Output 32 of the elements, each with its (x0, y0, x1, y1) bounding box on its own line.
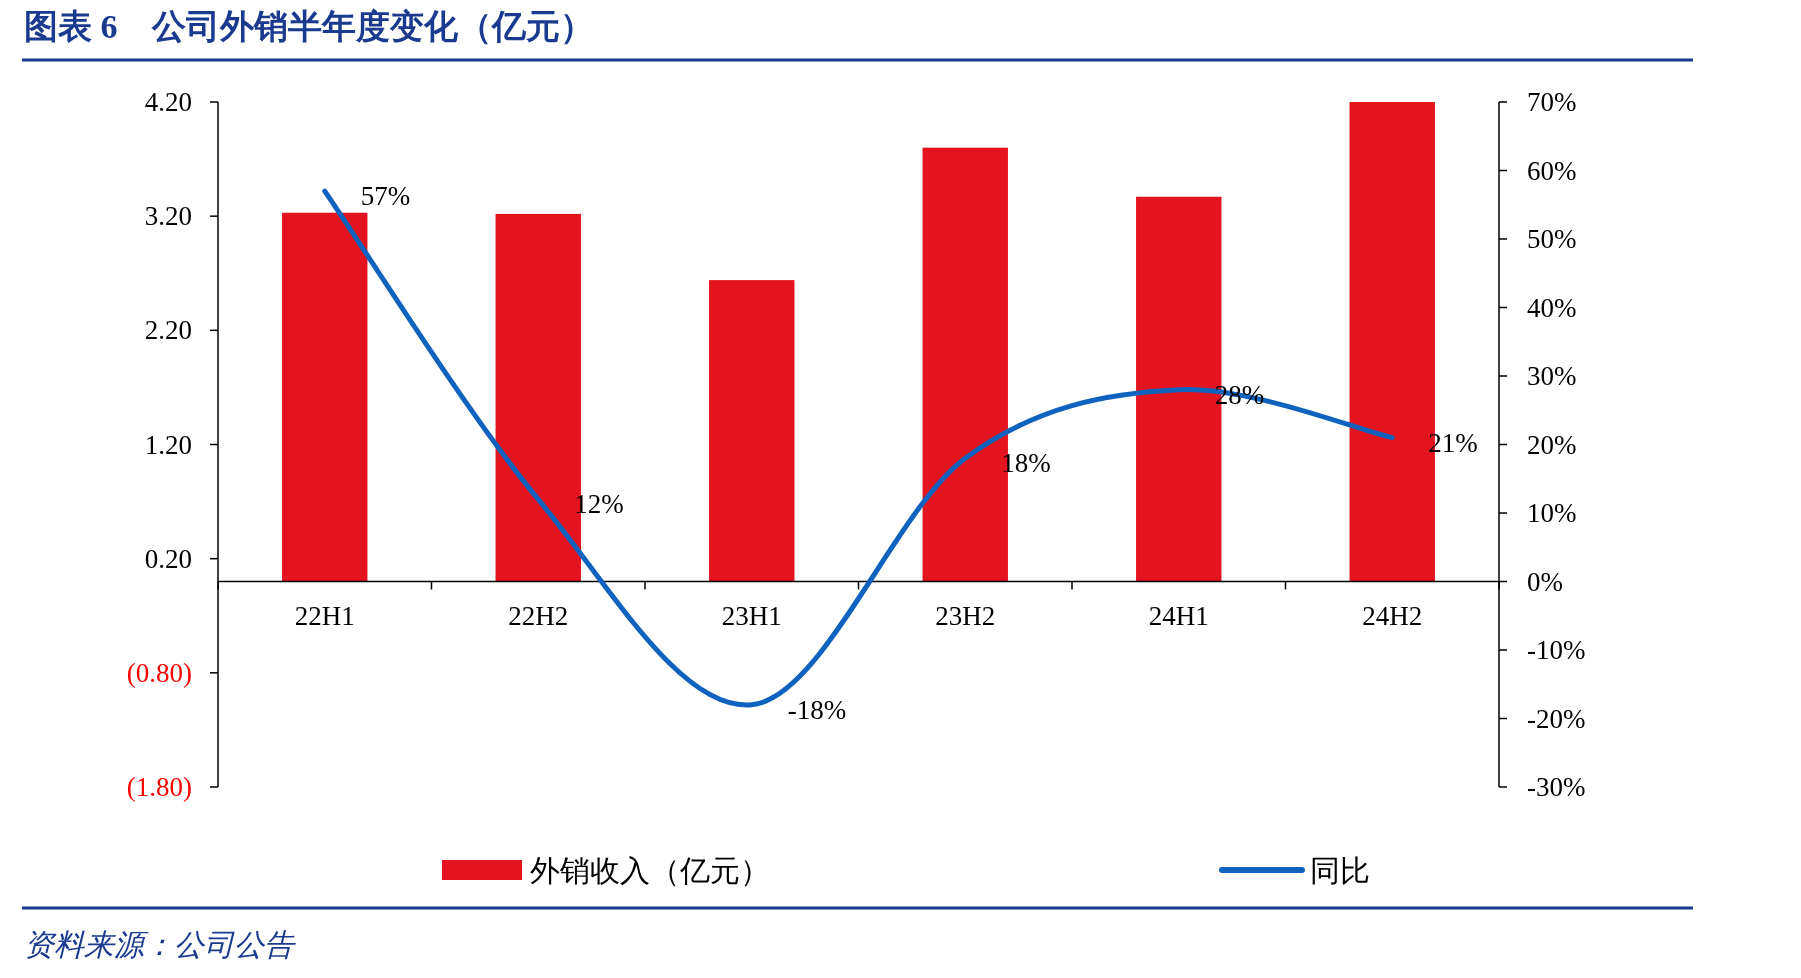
x-tick-label: 24H2 (1362, 600, 1423, 631)
y2-tick-label: 10% (1527, 498, 1577, 528)
legend-label: 同比 (1310, 854, 1370, 887)
y-tick-label: 1.20 (144, 429, 192, 460)
y-tick-label: (1.80) (126, 772, 192, 802)
bar (709, 280, 795, 582)
chart-title: 图表 6 公司外销半年度变化（亿元） (24, 8, 594, 45)
y2-tick-label: 30% (1527, 361, 1577, 391)
bar (282, 212, 368, 582)
legend-label: 外销收入（亿元） (530, 854, 770, 887)
y-tick-label: (0.80) (126, 657, 192, 688)
y2-tick-label: 70% (1527, 87, 1577, 117)
y2-tick-label: 0% (1527, 566, 1563, 597)
y2-tick-label: -10% (1527, 635, 1586, 665)
y2-tick-label: 40% (1527, 292, 1577, 323)
data-label: -18% (787, 694, 847, 725)
y2-tick-label: -20% (1527, 703, 1586, 734)
y2-tick-label: 20% (1527, 429, 1577, 460)
y2-tick-label: 60% (1527, 155, 1577, 186)
y-tick-label: 2.20 (144, 315, 192, 346)
x-tick-label: 23H1 (721, 600, 782, 631)
y-tick-label: 3.20 (144, 201, 192, 232)
x-tick-label: 24H1 (1148, 600, 1209, 631)
x-tick-label: 22H2 (508, 600, 569, 631)
text: 资料来源：公司公告 (24, 928, 296, 961)
x-tick-label: 22H1 (294, 600, 355, 631)
data-label: 57% (360, 181, 411, 212)
y-tick-label: 4.20 (144, 87, 192, 117)
x-tick-label: 23H2 (935, 600, 996, 631)
y-tick-label: 0.20 (144, 543, 192, 574)
y2-tick-label: 50% (1527, 224, 1577, 254)
y2-tick-label: -30% (1527, 772, 1586, 802)
